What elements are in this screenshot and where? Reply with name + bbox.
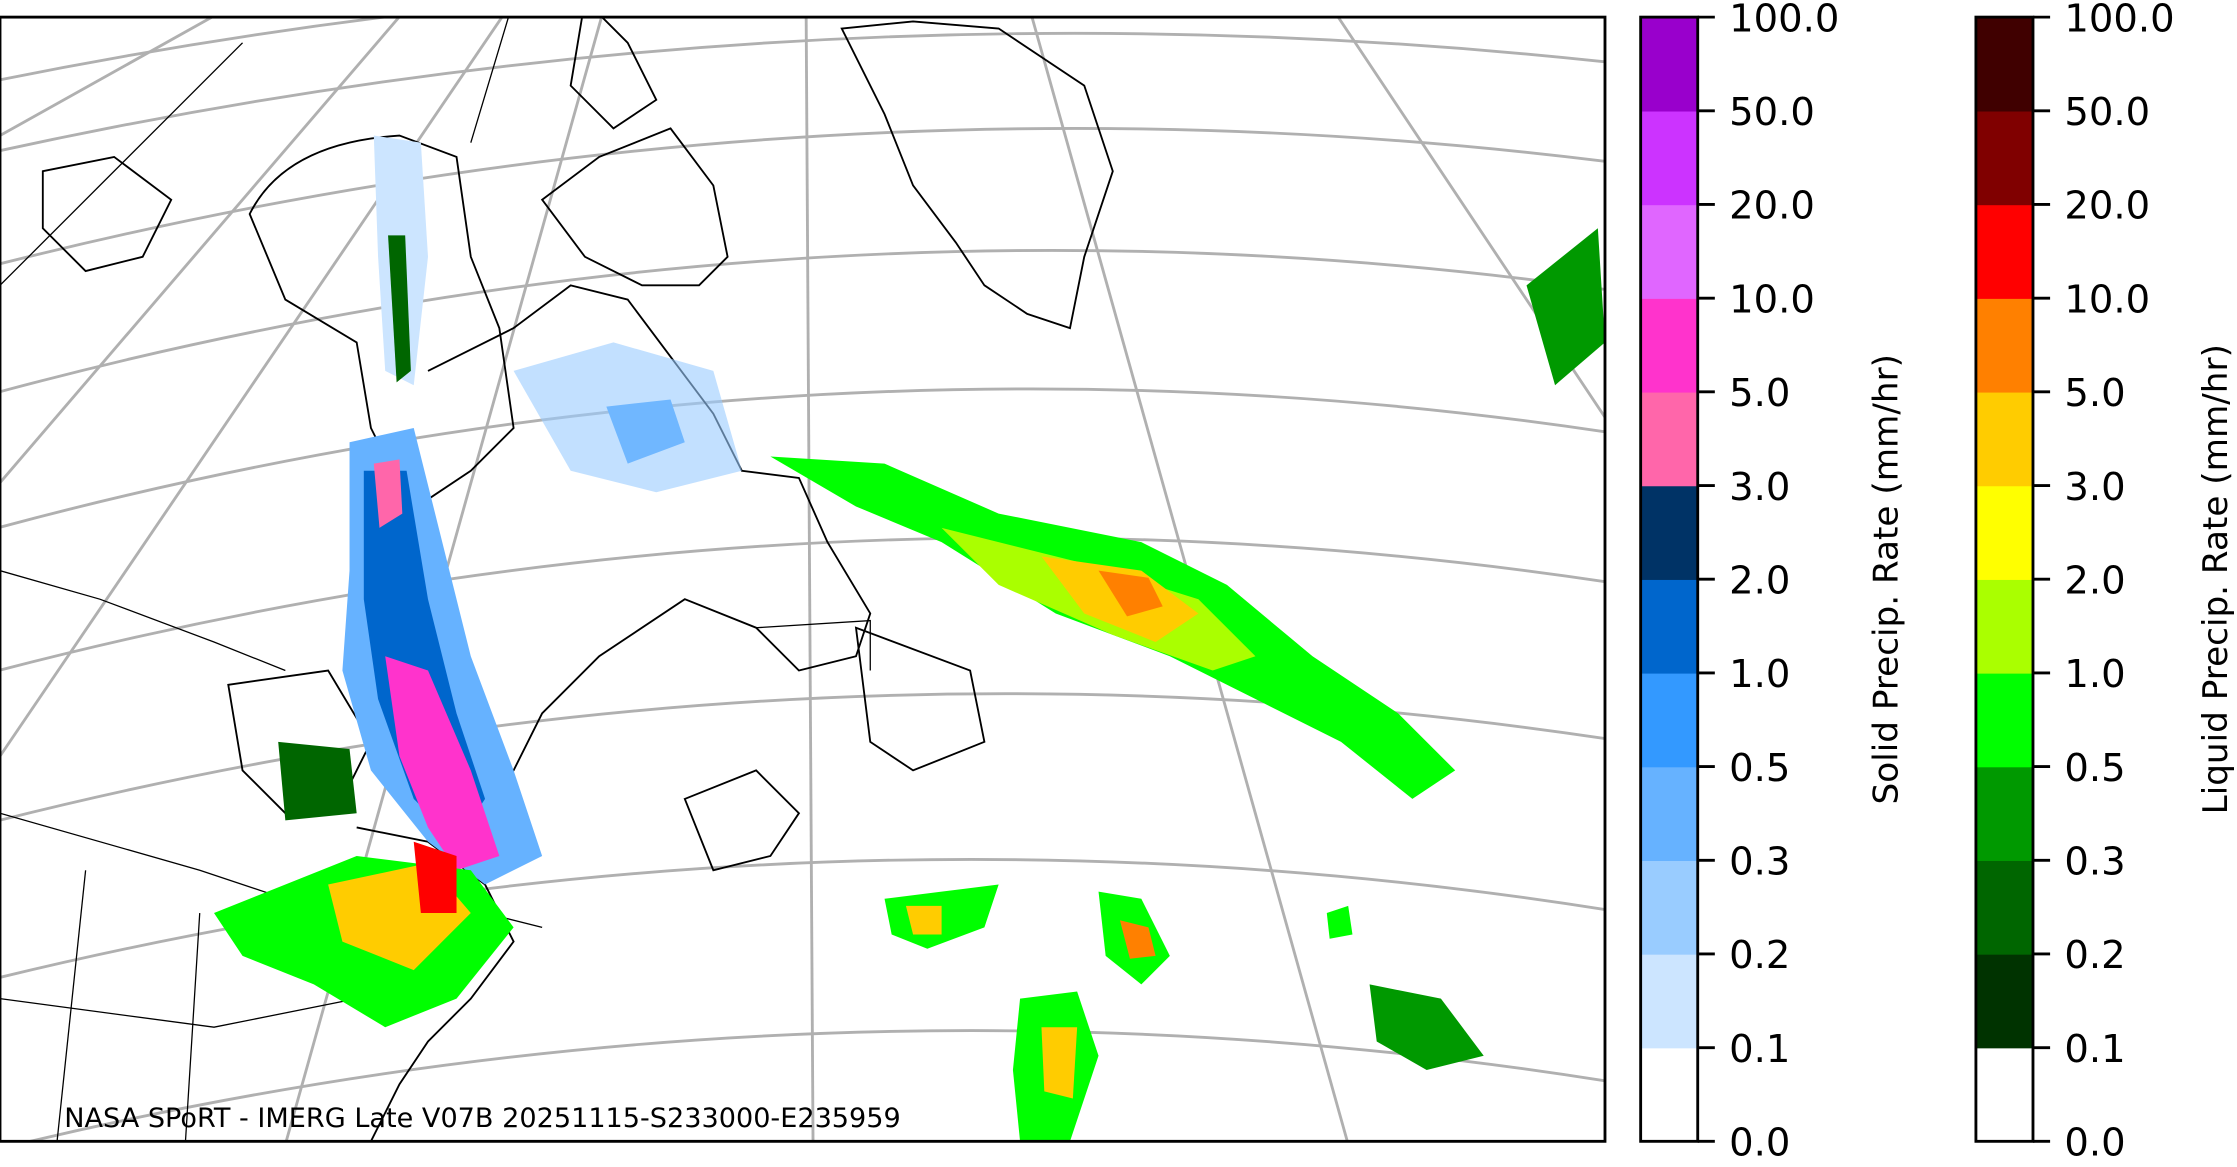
colorbar-bin	[1975, 579, 2033, 674]
colorbar-tick-label: 10.0	[1729, 277, 1815, 322]
colorbar-bin	[1640, 672, 1698, 768]
colorbar-bin	[1640, 204, 1698, 299]
colorbar-bin	[1640, 766, 1698, 861]
colorbar-bin	[1640, 17, 1698, 112]
map-panel: NASA SPoRT - IMERG Late V07B 20251115-S2…	[0, 15, 1607, 1143]
colorbar-bin	[1975, 485, 2033, 580]
colorbar-tick-label: 1.0	[1729, 652, 1790, 697]
colorbar-bin	[1975, 110, 2033, 206]
colorbar-bin	[1975, 860, 2033, 955]
colorbar-tick-label: 50.0	[2064, 90, 2150, 135]
colorbar-bin	[1640, 1047, 1698, 1143]
colorbar-tick-label: 0.0	[1729, 1121, 1790, 1166]
liquid-precip-field	[214, 228, 1605, 1142]
colorbar-tick-label: 50.0	[1729, 90, 1815, 135]
map-frame	[0, 15, 1607, 1143]
coastlines	[41, 17, 1114, 1142]
colorbar-bin	[1975, 672, 2033, 768]
colorbar-tick-label: 0.3	[2064, 840, 2125, 885]
map-caption: NASA SPoRT - IMERG Late V07B 20251115-S2…	[64, 1103, 901, 1134]
colorbar-tick-label: 100.0	[2064, 0, 2174, 41]
colorbar-bin	[1640, 579, 1698, 674]
solid-precip-colorbar: 0.0 0.1 0.2 0.3 0.5 1.0 2.0 3.0 5.0 10.0 20.0 50.0 1…	[1639, 0, 1839, 1166]
colorbar-tick-label: 2.0	[2064, 558, 2125, 603]
colorbar-tick-label: 0.0	[2064, 1121, 2125, 1166]
colorbar-bin	[1975, 766, 2033, 861]
colorbar-bin	[1640, 110, 1698, 206]
colorbar-tick-label: 1.0	[2064, 652, 2125, 697]
colorbar-tick-label: 3.0	[1729, 465, 1790, 510]
colorbar-tick-label: 20.0	[1729, 184, 1815, 229]
colorbar-bin	[1640, 298, 1698, 393]
colorbar-tick-label: 5.0	[2064, 371, 2125, 416]
colorbar-bin	[1640, 391, 1698, 487]
liquid-precip-colorbar-label: Liquid Precip. Rate (mm/hr)	[2196, 344, 2236, 814]
colorbar-tick-label: 0.2	[1729, 933, 1790, 978]
graticule	[0, 17, 1605, 1142]
colorbar-tick-label: 5.0	[1729, 371, 1790, 416]
colorbar-bin	[1975, 391, 2033, 487]
colorbar-tick-label: 0.5	[1729, 746, 1790, 791]
colorbar-bin	[1640, 860, 1698, 955]
colorbar-bin	[1640, 953, 1698, 1049]
colorbar-tick-label: 10.0	[2064, 277, 2150, 322]
colorbar-tick-label: 0.1	[1729, 1027, 1790, 1072]
solid-precip-colorbar-label: Solid Precip. Rate (mm/hr)	[1866, 354, 1906, 804]
colorbar-bin	[1640, 485, 1698, 580]
colorbar-bin	[1975, 298, 2033, 393]
colorbar-tick-label: 3.0	[2064, 465, 2125, 510]
colorbar-tick-label: 0.1	[2064, 1027, 2125, 1072]
liquid-precip-colorbar: 0.0 0.1 0.2 0.3 0.5 1.0 2.0 3.0 5.0 10.0 20.0 50.0 1…	[1974, 0, 2175, 1166]
colorbar-tick-label: 0.5	[2064, 746, 2125, 791]
colorbar-tick-label: 0.2	[2064, 933, 2125, 978]
colorbar-tick-label: 2.0	[1729, 558, 1790, 603]
colorbar-tick-label: 0.3	[1729, 840, 1790, 885]
colorbar-bin	[1975, 17, 2033, 112]
solid-precip-field	[342, 135, 742, 885]
colorbar-bin	[1975, 1047, 2033, 1143]
colorbar-tick-label: 20.0	[2064, 184, 2150, 229]
colorbar-tick-label: 100.0	[1729, 0, 1839, 41]
colorbar-bin	[1975, 204, 2033, 299]
colorbar-bin	[1975, 953, 2033, 1049]
